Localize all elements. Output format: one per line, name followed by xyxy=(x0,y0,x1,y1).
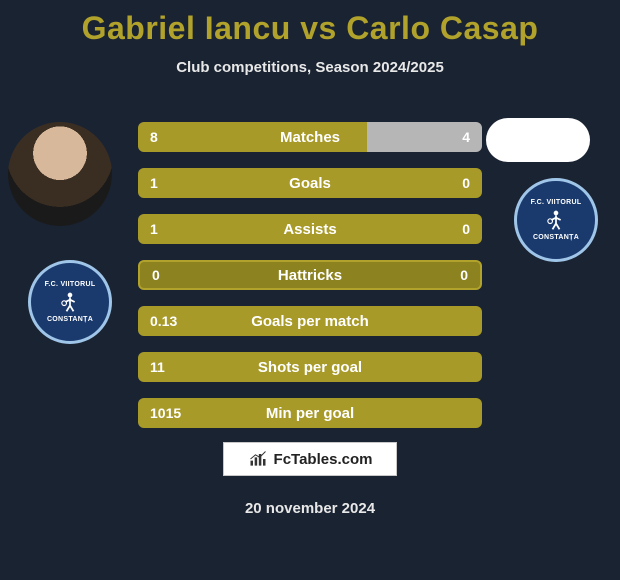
stat-right-value xyxy=(458,306,482,336)
stat-row: 0.13Goals per match xyxy=(138,306,482,336)
badge-top-text: F.C. VIITORUL xyxy=(531,199,582,206)
stat-left-value: 0 xyxy=(140,262,172,288)
subtitle: Club competitions, Season 2024/2025 xyxy=(0,59,620,76)
stat-row: 0 0Hattricks xyxy=(138,260,482,290)
player-left-avatar xyxy=(8,122,112,226)
stat-row: 1 0Assists xyxy=(138,214,482,244)
stat-label: Min per goal xyxy=(138,398,482,428)
stat-right-value xyxy=(458,398,482,428)
bar-right-fill xyxy=(367,122,482,152)
chart-icon xyxy=(248,449,268,469)
player-right-club-badge: F.C. VIITORUL CONSTANȚA xyxy=(514,178,598,262)
stat-label: Assists xyxy=(138,214,482,244)
club-badge-icon xyxy=(56,288,84,316)
stat-left-value: 1015 xyxy=(138,398,193,428)
stat-right-value: 0 xyxy=(450,168,482,198)
bar-left-fill xyxy=(138,122,367,152)
stat-left-value: 0.13 xyxy=(138,306,189,336)
stat-left-value: 1 xyxy=(138,168,170,198)
stat-right-value: 0 xyxy=(448,262,480,288)
stat-label: Goals xyxy=(138,168,482,198)
branding-label: FcTables.com xyxy=(274,451,373,468)
page-title: Gabriel Iancu vs Carlo Casap xyxy=(0,0,620,47)
club-badge-icon xyxy=(542,206,570,234)
comparison-chart: 84Matches10Goals10Assists00Hattricks0.13… xyxy=(138,122,482,444)
badge-bottom-text: CONSTANȚA xyxy=(47,316,93,323)
footer-date: 20 november 2024 xyxy=(0,500,620,517)
stat-row: 1015Min per goal xyxy=(138,398,482,428)
stat-right-value xyxy=(458,352,482,382)
badge-top-text: F.C. VIITORUL xyxy=(45,281,96,288)
stat-row: 84Matches xyxy=(138,122,482,152)
player-right-avatar xyxy=(486,118,590,162)
stat-left-value: 1 xyxy=(138,214,170,244)
badge-bottom-text: CONSTANȚA xyxy=(533,234,579,241)
player-left-club-badge: F.C. VIITORUL CONSTANȚA xyxy=(28,260,112,344)
stat-left-value: 11 xyxy=(138,352,177,382)
stat-right-value: 0 xyxy=(450,214,482,244)
stat-label: Shots per goal xyxy=(138,352,482,382)
stat-row: 11Shots per goal xyxy=(138,352,482,382)
stat-row: 1 0Goals xyxy=(138,168,482,198)
stat-label: Goals per match xyxy=(138,306,482,336)
stat-label: Hattricks xyxy=(140,262,480,288)
branding-badge: FcTables.com xyxy=(223,442,397,476)
